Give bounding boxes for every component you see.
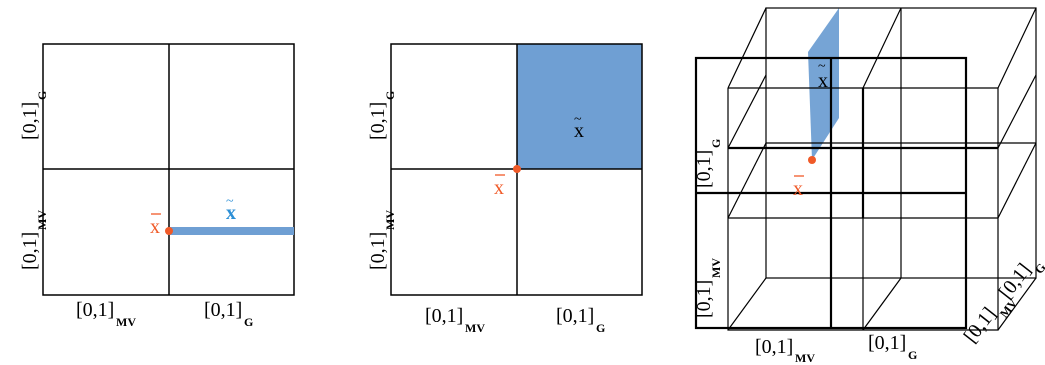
svg-text:[0,1]: [0,1] (367, 232, 389, 270)
svg-text:[0,1]: [0,1] (204, 299, 242, 321)
panel-1-xbar-label: x (150, 213, 161, 238)
svg-text:G: G (709, 139, 723, 148)
svg-text:[0,1]: [0,1] (556, 305, 594, 327)
panel-3-xlabel-right: [0,1] G (868, 332, 917, 362)
svg-text:G: G (244, 315, 253, 329)
svg-text:x: x (226, 202, 236, 224)
svg-text:MV: MV (35, 210, 49, 230)
panel-2-ylabel-top: [0,1] G (367, 91, 397, 140)
svg-text:[0,1]: [0,1] (693, 150, 715, 188)
svg-text:x: x (574, 120, 584, 142)
svg-text:MV: MV (116, 315, 136, 329)
panel-3-xbar-label: x (793, 175, 804, 200)
svg-text:[0,1]: [0,1] (755, 336, 793, 358)
svg-text:MV: MV (465, 321, 485, 335)
panel-1-ylabel-bottom: [0,1] MV (19, 210, 49, 270)
svg-text:~: ~ (226, 194, 234, 209)
panel-2-xlabel-left: [0,1] MV (425, 305, 485, 335)
panel-1: x ~ x [0,1] MV [0,1] G [0,1] MV [0,1] G (19, 43, 295, 329)
svg-text:MV: MV (709, 258, 723, 278)
panel-3-xlabel-left: [0,1] MV (755, 336, 815, 365)
panel-2: x ~ x [0,1] MV [0,1] G [0,1] MV [0,1] G (367, 43, 643, 335)
svg-text:~: ~ (574, 112, 582, 127)
panel-2-xbar-label: x (494, 174, 505, 199)
panel-1-xtilde-label: ~ x (226, 194, 236, 224)
svg-text:x: x (818, 70, 828, 92)
panel-1-xlabel-left: [0,1] MV (76, 299, 136, 329)
svg-text:[0,1]: [0,1] (693, 280, 715, 318)
svg-text:G: G (383, 91, 397, 100)
panel-3-xtilde-label: ~ x (818, 59, 828, 92)
panel-3-ylabel-bottom: [0,1] MV (693, 258, 723, 318)
panel-2-xbar-point (513, 165, 521, 173)
svg-text:~: ~ (818, 59, 826, 74)
panel-3-xbar-point (808, 156, 816, 164)
panel-1-ylabel-top: [0,1] G (19, 91, 49, 140)
panel-3-ylabel-top: [0,1] G (693, 139, 723, 188)
svg-text:x: x (150, 216, 160, 238)
svg-text:G: G (35, 91, 49, 100)
svg-text:[0,1]: [0,1] (425, 305, 463, 327)
panel-2-xtilde-label: ~ x (574, 112, 584, 142)
svg-text:[0,1]: [0,1] (19, 102, 41, 140)
panel-2-ylabel-bottom: [0,1] MV (367, 210, 397, 270)
panel-3-cube-wireframe (694, 7, 1037, 331)
svg-text:MV: MV (795, 351, 815, 365)
svg-text:[0,1]: [0,1] (995, 259, 1036, 303)
panel-3: x ~ x [0,1] MV [0,1] G [0,1] MV [0,1] G … (693, 7, 1045, 365)
svg-text:[0,1]: [0,1] (76, 299, 114, 321)
svg-text:[0,1]: [0,1] (19, 232, 41, 270)
svg-text:[0,1]: [0,1] (367, 102, 389, 140)
svg-text:G: G (596, 321, 605, 335)
panel-2-xlabel-right: [0,1] G (556, 305, 605, 335)
panel-1-xbar-point (165, 227, 173, 235)
svg-text:x: x (494, 177, 504, 199)
svg-text:[0,1]: [0,1] (868, 332, 906, 354)
svg-text:MV: MV (383, 210, 397, 230)
svg-text:G: G (908, 348, 917, 362)
panel-2-xtilde-region (517, 44, 642, 169)
panel-1-xlabel-right: [0,1] G (204, 299, 253, 329)
svg-text:x: x (793, 178, 803, 200)
